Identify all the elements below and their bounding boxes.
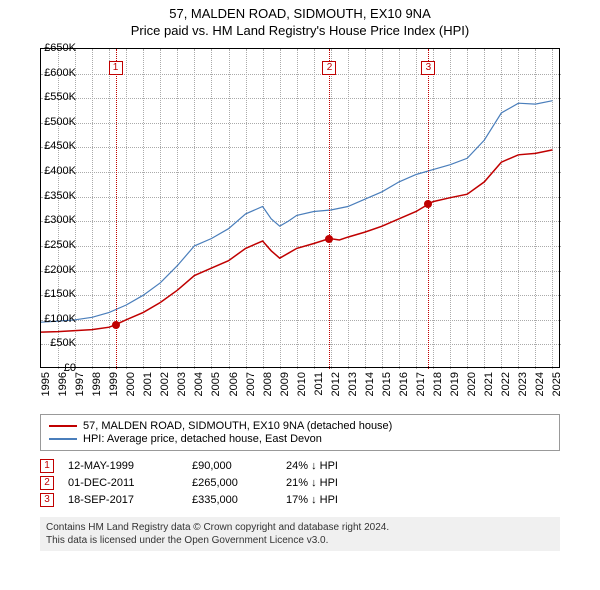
x-axis-label: 1996 <box>57 372 69 396</box>
x-axis-label: 2019 <box>449 372 461 396</box>
legend: 57, MALDEN ROAD, SIDMOUTH, EX10 9NA (det… <box>40 414 560 451</box>
y-axis-label: £350K <box>44 190 76 202</box>
y-axis-label: £550K <box>44 91 76 103</box>
x-axis-label: 1999 <box>108 372 120 396</box>
y-axis-label: £600K <box>44 67 76 79</box>
series-price_paid <box>41 150 553 332</box>
sales-row-date: 12-MAY-1999 <box>68 460 178 472</box>
plot-area: 1 2 3 <box>40 48 560 368</box>
x-axis-label: 2004 <box>193 372 205 396</box>
y-axis-label: £100K <box>44 313 76 325</box>
x-axis-label: 2013 <box>347 372 359 396</box>
footnote-line2: This data is licensed under the Open Gov… <box>46 534 554 547</box>
legend-label: HPI: Average price, detached house, East… <box>83 433 322 445</box>
footnote: Contains HM Land Registry data © Crown c… <box>40 517 560 551</box>
title-block: 57, MALDEN ROAD, SIDMOUTH, EX10 9NA Pric… <box>0 0 600 40</box>
sales-row-price: £335,000 <box>192 494 272 506</box>
y-axis-label: £300K <box>44 214 76 226</box>
title-subtitle: Price paid vs. HM Land Registry's House … <box>0 23 600 38</box>
x-axis-label: 2000 <box>125 372 137 396</box>
x-axis-label: 2001 <box>142 372 154 396</box>
sales-row-delta: 17% ↓ HPI <box>286 494 386 506</box>
x-axis-label: 2021 <box>483 372 495 396</box>
sales-row-delta: 21% ↓ HPI <box>286 477 386 489</box>
sale-dot <box>325 235 333 243</box>
y-axis-label: £450K <box>44 140 76 152</box>
x-axis-label: 1998 <box>91 372 103 396</box>
x-axis-label: 2011 <box>313 372 325 396</box>
sales-row-marker: 3 <box>40 493 54 507</box>
x-axis-label: 2007 <box>245 372 257 396</box>
y-axis-label: £50K <box>50 337 76 349</box>
sale-marker: 3 <box>421 61 435 75</box>
x-axis-label: 2009 <box>279 372 291 396</box>
y-axis-label: £150K <box>44 288 76 300</box>
x-axis-label: 2006 <box>228 372 240 396</box>
sales-row: 3 18-SEP-2017 £335,000 17% ↓ HPI <box>40 493 560 507</box>
x-axis-label: 2016 <box>398 372 410 396</box>
y-axis-label: £400K <box>44 165 76 177</box>
x-axis-label: 2017 <box>415 372 427 396</box>
x-axis-label: 2022 <box>500 372 512 396</box>
series-hpi <box>41 101 553 323</box>
y-axis-label: £650K <box>44 42 76 54</box>
sales-row-marker: 1 <box>40 459 54 473</box>
x-axis-label: 2023 <box>517 372 529 396</box>
x-axis-label: 1995 <box>40 372 52 396</box>
sales-row: 2 01-DEC-2011 £265,000 21% ↓ HPI <box>40 476 560 490</box>
x-axis-label: 2020 <box>466 372 478 396</box>
sales-row: 1 12-MAY-1999 £90,000 24% ↓ HPI <box>40 459 560 473</box>
sale-marker: 1 <box>109 61 123 75</box>
line-series <box>41 49 561 369</box>
x-axis-label: 2024 <box>534 372 546 396</box>
sales-row-date: 18-SEP-2017 <box>68 494 178 506</box>
chart-area: 123 £0£50K£100K£150K£200K£250K£300K£350K… <box>40 48 600 408</box>
footnote-line1: Contains HM Land Registry data © Crown c… <box>46 521 554 534</box>
chart-container: 57, MALDEN ROAD, SIDMOUTH, EX10 9NA Pric… <box>0 0 600 590</box>
x-axis-label: 2015 <box>381 372 393 396</box>
y-axis-label: £200K <box>44 264 76 276</box>
sales-row-marker: 2 <box>40 476 54 490</box>
sales-row-price: £265,000 <box>192 477 272 489</box>
y-axis-label: £500K <box>44 116 76 128</box>
x-axis-label: 1997 <box>74 372 86 396</box>
x-axis-label: 2005 <box>210 372 222 396</box>
sale-dot <box>424 200 432 208</box>
x-axis-label: 2003 <box>176 372 188 396</box>
sales-row-delta: 24% ↓ HPI <box>286 460 386 472</box>
x-axis-label: 2008 <box>262 372 274 396</box>
legend-row: HPI: Average price, detached house, East… <box>49 433 551 445</box>
x-axis-label: 2025 <box>551 372 563 396</box>
sales-row-price: £90,000 <box>192 460 272 472</box>
x-axis-label: 2010 <box>296 372 308 396</box>
x-axis-label: 2012 <box>330 372 342 396</box>
sale-marker: 2 <box>322 61 336 75</box>
legend-row: 57, MALDEN ROAD, SIDMOUTH, EX10 9NA (det… <box>49 420 551 432</box>
x-axis-label: 2014 <box>364 372 376 396</box>
y-axis-label: £250K <box>44 239 76 251</box>
x-axis-label: 2002 <box>159 372 171 396</box>
sale-dot <box>112 321 120 329</box>
sales-row-date: 01-DEC-2011 <box>68 477 178 489</box>
legend-swatch <box>49 438 77 440</box>
sales-table: 1 12-MAY-1999 £90,000 24% ↓ HPI 2 01-DEC-2011… <box>40 459 560 507</box>
legend-label: 57, MALDEN ROAD, SIDMOUTH, EX10 9NA (det… <box>83 420 392 432</box>
legend-swatch <box>49 425 77 427</box>
x-axis-label: 2018 <box>432 372 444 396</box>
title-address: 57, MALDEN ROAD, SIDMOUTH, EX10 9NA <box>0 6 600 21</box>
